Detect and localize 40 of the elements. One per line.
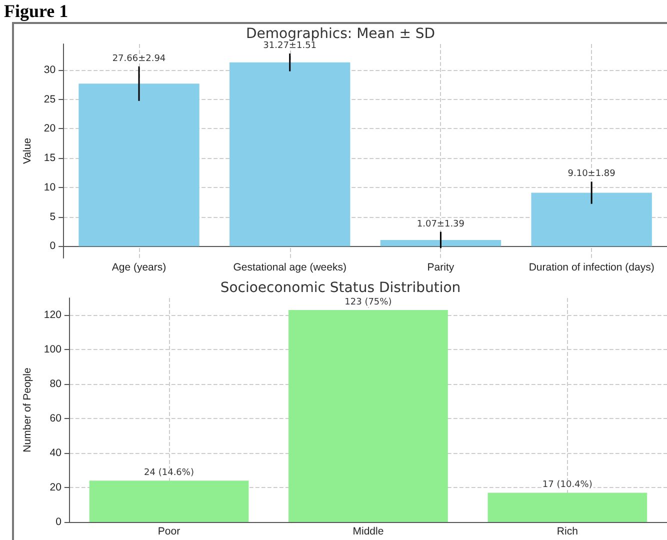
y-tick-label: 40 — [50, 447, 62, 460]
y-tick-label: 100 — [44, 344, 62, 356]
bar — [230, 62, 350, 246]
chart-title: Socioeconomic Status Distribution — [220, 280, 461, 296]
y-tick-label: 30 — [44, 64, 56, 76]
data-label: 9.10±1.89 — [568, 169, 616, 180]
y-tick-label: 0 — [56, 516, 62, 528]
caption: Figure 1 — [4, 1, 68, 21]
bar — [531, 192, 652, 246]
bar — [89, 480, 249, 522]
x-tick-label: Parity — [427, 262, 455, 274]
x-tick-label: Poor — [158, 526, 181, 538]
chart-title: Demographics: Mean ± SD — [246, 26, 436, 42]
data-label: 24 (14.6%) — [144, 468, 194, 478]
bar — [78, 84, 200, 246]
x-tick-label: Middle — [352, 526, 384, 538]
y-tick-label: 25 — [44, 93, 56, 106]
x-tick-label: Gestational age (weeks) — [233, 262, 346, 274]
y-tick-label: 60 — [50, 412, 62, 425]
y-tick-label: 20 — [50, 482, 62, 494]
data-label: 27.66±2.94 — [112, 54, 166, 64]
y-tick-label: 10 — [44, 181, 56, 194]
bar — [380, 240, 502, 246]
x-tick-label: Duration of infection (days) — [528, 262, 654, 274]
y-tick-label: 5 — [50, 210, 56, 223]
y-axis-title: Value — [22, 138, 34, 164]
y-tick-label: 80 — [50, 378, 62, 390]
y-tick-label: 15 — [44, 152, 56, 164]
data-label: 1.07±1.39 — [416, 219, 465, 230]
y-tick-label: 20 — [44, 122, 56, 135]
x-tick-label: Rich — [556, 526, 578, 538]
data-label: 123 (75%) — [344, 298, 392, 308]
y-tick-label: 0 — [50, 240, 56, 252]
bar — [488, 492, 648, 522]
y-tick-label: 120 — [44, 309, 62, 322]
x-tick-label: Age (years) — [112, 262, 166, 274]
y-axis-title: Number of People — [22, 368, 34, 452]
data-label: 31.27±1.51 — [263, 41, 317, 52]
bar — [288, 310, 448, 522]
data-label: 17 (10.4%) — [542, 480, 592, 490]
